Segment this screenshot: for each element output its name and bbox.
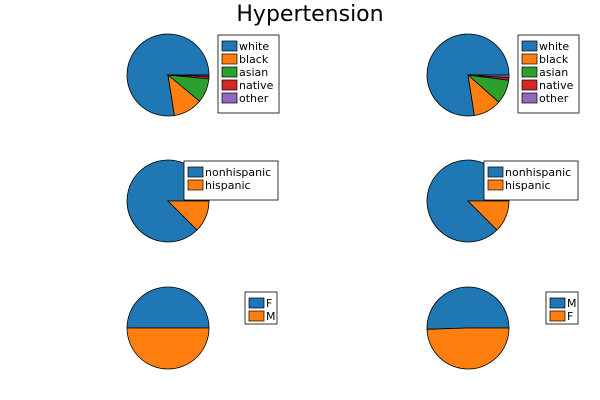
legend-label-white: white: [539, 40, 569, 53]
legend-swatch-black: [521, 53, 538, 65]
legend-swatch-other: [221, 92, 238, 104]
legend-label-F: F: [567, 310, 573, 323]
pie-chart-5: FM: [126, 286, 278, 370]
legend: MF: [545, 291, 579, 325]
legend-swatch-native: [521, 79, 538, 91]
legend-swatch-M: [248, 310, 265, 322]
legend-label-hispanic: hispanic: [505, 179, 551, 192]
legend-swatch-white: [221, 40, 238, 52]
legend-swatch-hispanic: [187, 179, 204, 191]
legend-swatch-nonhispanic: [187, 166, 204, 178]
pie-slice-F: [426, 327, 510, 370]
legend-swatch-black: [221, 53, 238, 65]
legend-label-other: other: [239, 92, 269, 105]
legend-swatch-asian: [221, 66, 238, 78]
legend-label-M: M: [266, 310, 276, 323]
pie-slice-M: [426, 286, 510, 330]
legend-label-native: native: [239, 79, 274, 92]
pie-slice-other: [467, 74, 510, 78]
pie-slice-other: [167, 74, 210, 77]
legend-label-white: white: [239, 40, 269, 53]
legend-swatch-white: [521, 40, 538, 52]
pie-slice-white: [126, 33, 210, 117]
legend: FM: [244, 291, 278, 325]
legend-label-M: M: [567, 297, 577, 310]
legend-label-nonhispanic: nonhispanic: [505, 166, 571, 179]
legend-swatch-M: [549, 297, 566, 309]
pie-slice-M: [126, 327, 210, 370]
legend-label-native: native: [539, 79, 574, 92]
legend-swatch-hispanic: [487, 179, 504, 191]
pie-chart-6: MF: [426, 286, 579, 370]
legend-label-hispanic: hispanic: [205, 179, 251, 192]
legend-swatch-other: [521, 92, 538, 104]
legend-label-black: black: [539, 53, 569, 66]
legend-swatch-F: [549, 310, 566, 322]
pie-grid: whiteblackasiannativeotherwhiteblackasia…: [126, 33, 580, 370]
pie-slice-hispanic: [467, 200, 510, 231]
pie-slice-white: [426, 33, 510, 117]
chart-title: Hypertension: [236, 2, 383, 27]
pie-slice-F: [126, 286, 210, 329]
legend-label-nonhispanic: nonhispanic: [205, 166, 271, 179]
pie-slice-hispanic: [167, 200, 210, 231]
legend-label-asian: asian: [239, 66, 268, 79]
legend-label-black: black: [239, 53, 269, 66]
legend-swatch-native: [221, 79, 238, 91]
legend-label-asian: asian: [539, 66, 568, 79]
legend-label-F: F: [266, 297, 272, 310]
legend-swatch-F: [248, 297, 265, 309]
legend-swatch-nonhispanic: [487, 166, 504, 178]
legend-label-other: other: [539, 92, 569, 105]
legend-swatch-asian: [521, 66, 538, 78]
